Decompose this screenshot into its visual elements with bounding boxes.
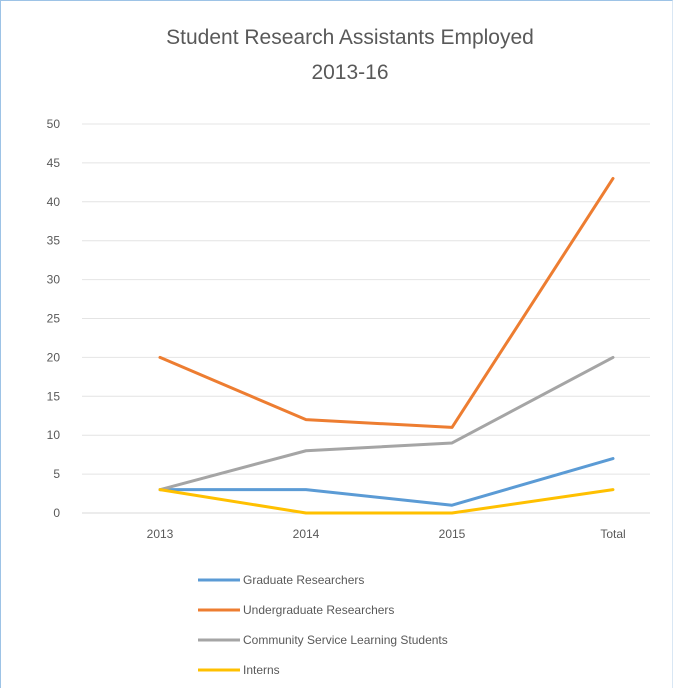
x-tick-label: Total [600, 527, 625, 541]
y-tick-label: 10 [47, 428, 61, 442]
y-tick-label: 40 [47, 195, 61, 209]
y-tick-label: 15 [47, 389, 61, 403]
y-tick-label: 30 [47, 273, 61, 287]
x-tick-label: 2015 [439, 527, 466, 541]
y-tick-label: 20 [47, 350, 61, 364]
legend-label: Interns [243, 663, 280, 677]
y-tick-label: 45 [47, 156, 61, 170]
chart-title-line-1: Student Research Assistants Employed [166, 26, 534, 49]
legend: Graduate Researchers Undergraduate Resear… [198, 573, 448, 677]
y-tick-label: 5 [53, 467, 60, 481]
legend-label: Graduate Researchers [243, 573, 364, 587]
series-line-1 [158, 457, 615, 507]
series-lines [158, 176, 615, 515]
chart-title-line-2: 2013-16 [311, 61, 388, 84]
x-axis-tick-labels: 2013 2014 2015 Total [147, 527, 626, 541]
series-line-2 [158, 176, 615, 429]
y-axis-tick-labels: 0 5 10 15 20 25 30 35 40 45 50 [47, 117, 61, 520]
y-tick-label: 35 [47, 234, 61, 248]
series-line-4 [158, 488, 615, 515]
legend-label: Undergraduate Researchers [243, 603, 394, 617]
y-tick-label: 0 [53, 506, 60, 520]
y-tick-label: 50 [47, 117, 61, 131]
series-line-3 [158, 355, 615, 492]
x-tick-label: 2013 [147, 527, 174, 541]
gridlines [82, 123, 650, 514]
legend-label: Community Service Learning Students [243, 633, 448, 647]
y-tick-label: 25 [47, 312, 61, 326]
x-tick-label: 2014 [293, 527, 320, 541]
